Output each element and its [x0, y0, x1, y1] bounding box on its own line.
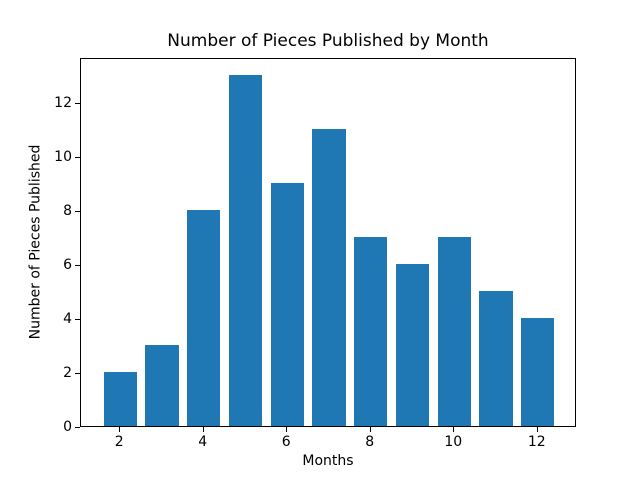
y-tick-mark [75, 372, 80, 374]
y-tick-label: 12 [54, 94, 72, 111]
x-tick-label: 10 [444, 434, 463, 450]
y-tick-mark [75, 102, 80, 104]
x-tick-label: 4 [198, 434, 208, 450]
bar-month-10 [437, 236, 471, 426]
bar-month-4 [187, 209, 221, 426]
y-tick-mark [75, 318, 80, 320]
bar-month-9 [395, 263, 430, 426]
y-tick-label: 2 [63, 364, 72, 381]
x-tick-mark [202, 427, 204, 432]
chart-title: Number of Pieces Published by Month [167, 31, 489, 51]
y-tick-mark [75, 156, 80, 158]
x-tick-mark [119, 427, 121, 432]
y-tick-label: 8 [63, 202, 72, 219]
bar-month-12 [521, 317, 555, 426]
bar-month-3 [145, 344, 179, 426]
bar-month-6 [270, 182, 304, 426]
x-tick-mark [369, 427, 371, 432]
y-tick-label: 6 [63, 256, 72, 273]
y-tick-mark [75, 427, 80, 428]
bar-month-11 [479, 290, 513, 426]
y-tick-label: 4 [63, 310, 72, 327]
x-tick-label: 6 [281, 434, 291, 450]
bar-month-8 [354, 236, 388, 426]
y-tick-mark [75, 210, 80, 212]
bar-month-2 [103, 371, 137, 426]
x-tick-mark [536, 427, 538, 432]
x-tick-label: 2 [114, 434, 124, 450]
x-tick-label: 12 [527, 434, 546, 450]
plot-area [80, 58, 576, 427]
x-tick-mark [453, 427, 455, 432]
x-axis-label: Months [302, 453, 354, 469]
bar-month-7 [312, 128, 346, 426]
x-tick-label: 8 [365, 434, 375, 450]
y-tick-mark [75, 264, 80, 266]
bar-month-5 [228, 74, 263, 426]
x-tick-mark [286, 427, 288, 432]
y-tick-label: 10 [54, 148, 72, 165]
y-tick-label: 0 [63, 419, 72, 435]
